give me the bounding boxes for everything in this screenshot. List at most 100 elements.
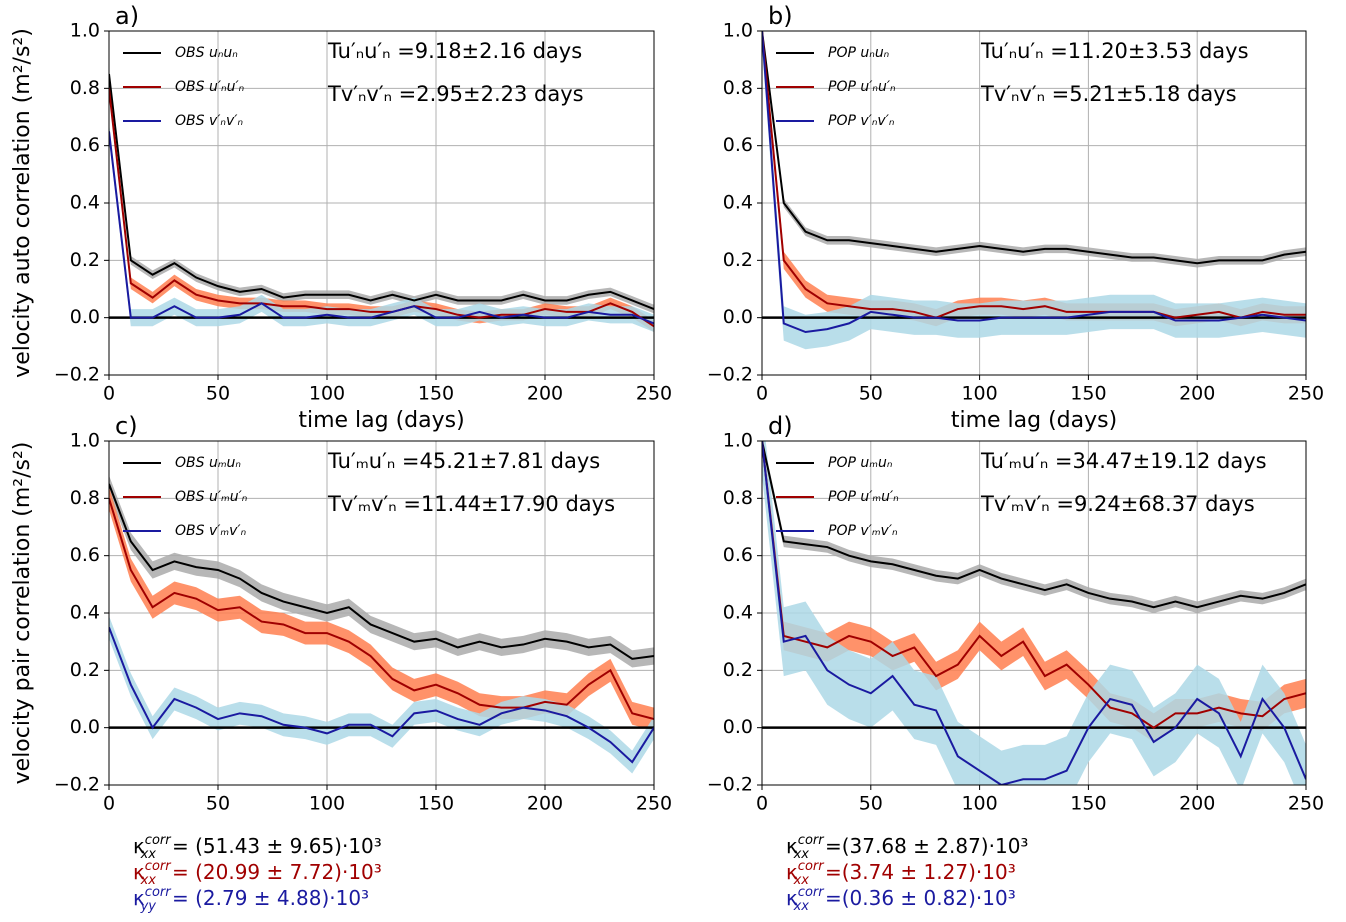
kappa-superscript: corr <box>145 833 172 848</box>
plot-content <box>762 31 1306 350</box>
kappa-superscript: corr <box>798 833 825 848</box>
x-tick-label: 200 <box>527 383 563 405</box>
panel-label: d) <box>768 412 793 440</box>
kappa-value: = (20.99 ± 7.72)·10³ <box>172 860 382 884</box>
series-line <box>109 626 654 764</box>
annotation: Tu′ₙu′ₙ =11.20±3.53 days <box>980 39 1249 63</box>
series-line <box>109 88 654 328</box>
y-tick-label: 0.6 <box>70 544 100 566</box>
kappa-subscript: yy <box>140 899 157 914</box>
y-tick-label: 0.4 <box>723 602 753 624</box>
series-line <box>762 31 1306 334</box>
y-tick-label: 0.2 <box>723 249 753 271</box>
kappa-note: κcorr xx = (20.99 ± 7.72)·10³ <box>133 859 382 888</box>
x-tick-label: 250 <box>1288 793 1324 815</box>
kappa-symbol: κ <box>786 886 798 910</box>
y-tick-label: 1.0 <box>70 20 100 42</box>
series-line <box>109 131 654 325</box>
kappa-note: κcorr yy = (2.79 ± 4.88)·10³ <box>133 885 369 914</box>
kappa-subscript: xx <box>793 899 810 914</box>
x-tick-label: 50 <box>206 793 230 815</box>
series-line <box>762 441 1306 729</box>
annotation: Tu′ₘu′ₙ =34.47±19.12 days <box>980 449 1267 473</box>
panel-label: b) <box>768 2 793 30</box>
panel-label: c) <box>115 412 138 440</box>
confidence-band <box>109 69 654 314</box>
x-tick-label: 50 <box>859 383 883 405</box>
kappa-subscript: xx <box>140 873 157 888</box>
panel-label: a) <box>115 2 139 30</box>
kappa-note: κcorr xx =(37.68 ± 2.87)·10³ <box>786 833 1028 862</box>
annotation: Tv′ₙv′ₙ =5.21±5.18 days <box>980 82 1237 106</box>
x-tick-label: 100 <box>961 793 997 815</box>
kappa-value: = (2.79 ± 4.88)·10³ <box>172 886 369 910</box>
y-tick-label: 0.8 <box>723 77 753 99</box>
kappa-subscript: xx <box>140 847 157 862</box>
x-tick-label: 250 <box>1288 383 1324 405</box>
plot-content <box>109 475 654 774</box>
y-tick-label: 0.4 <box>70 192 100 214</box>
x-tick-label: 0 <box>756 793 768 815</box>
kappa-note: κcorr xx =(0.36 ± 0.82)·10³ <box>786 885 1016 914</box>
plot-frame <box>761 440 1307 786</box>
kappa-value: = (51.43 ± 9.65)·10³ <box>172 834 382 858</box>
legend-label: OBS u′ₘu′ₙ <box>175 489 248 505</box>
annotation: Tv′ₘv′ₙ =11.44±17.90 days <box>327 492 615 516</box>
y-tick-label: 1.0 <box>70 430 100 452</box>
y-tick-label: 0.6 <box>70 134 100 156</box>
kappa-subscript: xx <box>793 847 810 862</box>
y-tick-label: −0.2 <box>707 364 753 386</box>
kappa-superscript: corr <box>145 859 172 874</box>
x-tick-label: 0 <box>103 793 115 815</box>
legend-label: POP v′ₙv′ₙ <box>828 113 895 129</box>
confidence-band <box>762 441 1306 785</box>
annotation: Tu′ₘu′ₙ =45.21±7.81 days <box>327 449 600 473</box>
x-tick-label: 150 <box>418 383 454 405</box>
x-tick-label: 150 <box>418 793 454 815</box>
legend-label: OBS v′ₘv′ₙ <box>175 523 247 539</box>
kappa-superscript: corr <box>798 885 825 900</box>
x-tick-label: 100 <box>961 383 997 405</box>
y-tick-label: 0.0 <box>70 716 100 738</box>
annotation: Tv′ₙv′ₙ =2.95±2.23 days <box>327 82 584 106</box>
series-line <box>762 441 1306 785</box>
kappa-subscript: xx <box>793 873 810 888</box>
series-line <box>762 31 1306 265</box>
x-tick-label: 150 <box>1070 793 1106 815</box>
kappa-symbol: κ <box>133 860 145 884</box>
kappa-value: =(3.74 ± 1.27)·10³ <box>825 860 1016 884</box>
y-tick-label: 0.2 <box>70 659 100 681</box>
legend-label: POP u′ₙu′ₙ <box>828 79 896 95</box>
plot-content <box>762 441 1306 785</box>
y-tick-label: −0.2 <box>54 364 100 386</box>
annotation: Tu′ₙu′ₙ =9.18±2.16 days <box>327 39 582 63</box>
x-tick-label: 100 <box>309 383 345 405</box>
y-tick-label: 0.2 <box>723 659 753 681</box>
y-tick-label: 0.4 <box>723 192 753 214</box>
legend-label: POP v′ₘv′ₙ <box>828 523 898 539</box>
x-tick-label: 200 <box>527 793 563 815</box>
y-tick-label: 0.0 <box>70 306 100 328</box>
plot-frame <box>761 30 1307 376</box>
legend-label: OBS v′ₙv′ₙ <box>175 113 243 129</box>
legend-label: OBS u′ₙu′ₙ <box>175 79 245 95</box>
kappa-symbol: κ <box>786 860 798 884</box>
confidence-band <box>762 441 1306 613</box>
kappa-symbol: κ <box>133 886 145 910</box>
legend-label: POP u′ₘu′ₙ <box>828 489 899 505</box>
y-tick-label: 0.8 <box>723 487 753 509</box>
series-line <box>762 441 1306 609</box>
y-axis-label: velocity pair correlation (m²/s²) <box>10 442 35 785</box>
series-line <box>109 73 654 310</box>
x-axis-label: time lag (days) <box>298 408 464 433</box>
y-tick-label: 0.0 <box>723 306 753 328</box>
confidence-band <box>109 486 654 731</box>
y-tick-label: 0.2 <box>70 249 100 271</box>
y-tick-label: 0.4 <box>70 602 100 624</box>
kappa-symbol: κ <box>786 834 798 858</box>
y-tick-label: 0.6 <box>723 544 753 566</box>
y-tick-label: −0.2 <box>707 774 753 796</box>
x-tick-label: 100 <box>309 793 345 815</box>
y-tick-label: 1.0 <box>723 20 753 42</box>
series-line <box>762 31 1306 319</box>
